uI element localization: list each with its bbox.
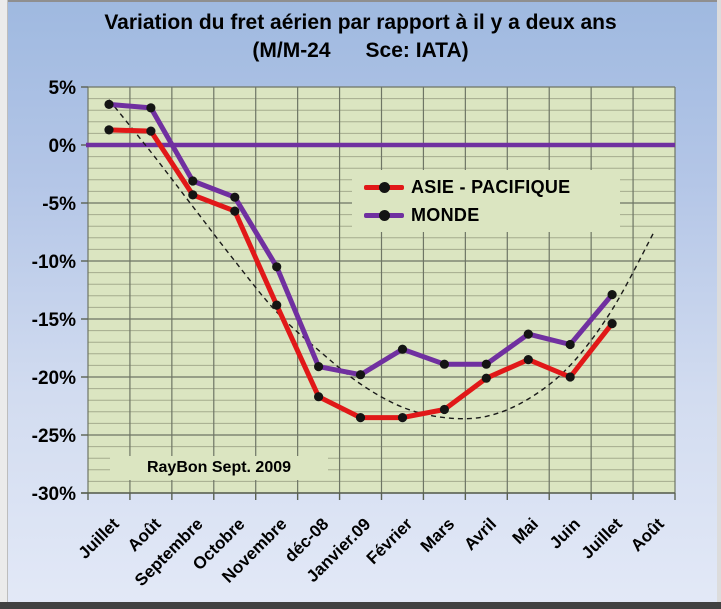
frame-border-right [717,0,721,609]
chart-title-line2: (M/M-24 Sce: IATA) [252,39,469,62]
y-tick-label: -25% [32,426,76,447]
y-tick-label: -30% [32,484,76,505]
x-tick-label: Juillet [578,514,626,562]
y-tick-label: 5% [49,78,77,99]
data-point-marker [355,370,366,380]
data-point-marker [272,300,282,310]
source-annotation: RayBon Sept. 2009 [110,456,328,480]
data-point-marker [565,372,575,382]
y-tick-label: -5% [42,194,76,215]
data-point-marker [565,339,575,350]
x-tick-label: Avril [460,514,500,554]
data-point-marker [355,413,366,423]
y-tick-label: -20% [32,368,76,389]
data-point-marker [397,344,408,354]
legend-marker-dot [379,209,390,221]
data-point-marker [523,329,533,339]
data-point-marker [314,362,324,372]
frame-border-bottom [0,602,721,609]
chart-title-line1: Variation du fret aérien par rapport à i… [104,11,617,34]
data-point-marker [104,99,114,109]
data-point-marker [439,359,449,369]
x-tick-label: Février [363,514,417,568]
legend-label: ASIE - PACIFIQUE [411,176,571,197]
y-tick-label: 0% [49,136,77,157]
x-tick-label: Mars [417,514,458,555]
data-point-marker [104,125,114,135]
data-point-marker [188,176,198,186]
data-point-marker [523,355,533,365]
legend-item-monde: MONDE [364,205,620,226]
x-tick-label: Juin [546,514,584,552]
data-point-marker [481,359,491,369]
legend-marker-dot [379,181,390,193]
y-tick-label: -10% [32,252,76,273]
legend-marker-line [364,181,404,193]
data-point-marker [272,262,282,272]
legend-item-asie-pacifique: ASIE - PACIFIQUE [364,177,620,198]
x-tick-label: Juillet [75,514,123,562]
data-point-marker [188,190,198,200]
legend-marker-line [364,209,404,221]
legend-label: MONDE [411,204,480,225]
data-point-marker [230,206,240,216]
data-point-marker [146,126,156,136]
x-tick-label: Août [627,514,668,555]
data-point-marker [607,290,617,300]
data-point-marker [481,373,491,383]
data-point-marker [397,413,408,423]
x-tick-label: Mai [509,514,542,547]
y-tick-label: -15% [32,310,76,331]
data-point-marker [146,103,156,113]
data-point-marker [314,392,324,402]
legend: ASIE - PACIFIQUE MONDE [352,170,620,232]
trendline-dashed [108,99,655,420]
frame-border-left [0,0,8,609]
frame-border-top [0,0,721,2]
data-point-marker [607,319,617,329]
data-point-marker [230,192,240,202]
data-point-marker [439,404,449,415]
